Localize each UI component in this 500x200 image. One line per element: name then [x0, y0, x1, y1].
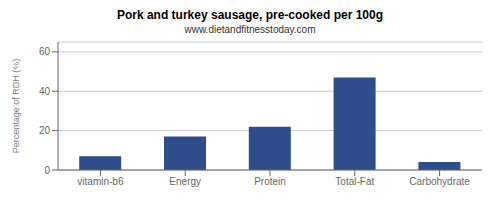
svg-text:Protein: Protein [254, 176, 286, 187]
svg-text:60: 60 [39, 46, 51, 57]
svg-text:Total-Fat: Total-Fat [335, 176, 374, 187]
svg-text:Percentage of RDH (%): Percentage of RDH (%) [11, 59, 21, 154]
svg-text:20: 20 [39, 125, 51, 136]
svg-text:Carbohydrate: Carbohydrate [409, 176, 470, 187]
svg-text:40: 40 [39, 86, 51, 97]
svg-text:vitamin-b6: vitamin-b6 [77, 176, 124, 187]
svg-text:0: 0 [44, 165, 50, 176]
html-text:www.dietandfitnesstoday.com: www.dietandfitnesstoday.com [184, 24, 316, 35]
svg-text:Energy: Energy [169, 176, 201, 187]
html-text:Pork and turkey sausage, pre-c: Pork and turkey sausage, pre-cooked per … [116, 8, 383, 22]
